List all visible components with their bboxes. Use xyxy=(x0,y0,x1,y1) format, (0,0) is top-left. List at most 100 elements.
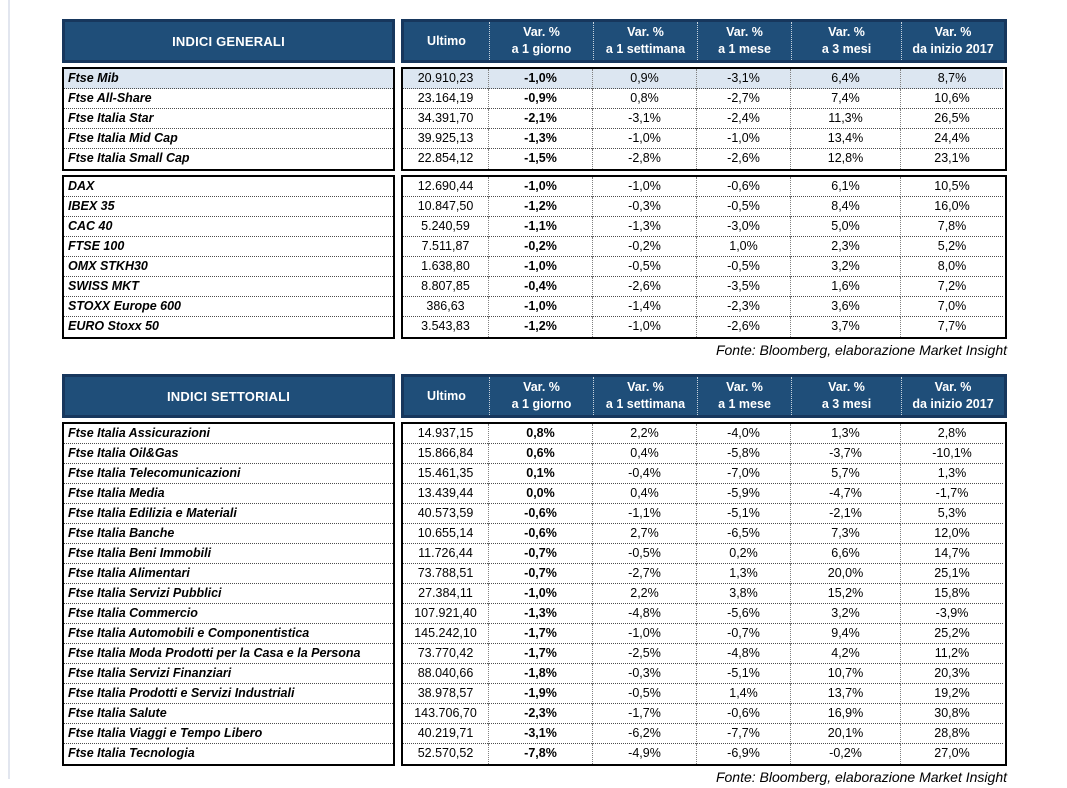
cell-d1: -1,1% xyxy=(488,217,592,237)
row-label: Ftse Mib xyxy=(64,69,393,89)
cell-ultimo: 386,63 xyxy=(403,297,488,317)
row-label: Ftse Italia Edilizia e Materiali xyxy=(64,504,393,524)
cell-ultimo: 13.439,44 xyxy=(403,484,488,504)
cell-ultimo: 40.219,71 xyxy=(403,724,488,744)
cell-ytd: 25,1% xyxy=(900,564,1003,584)
cell-w1: 2,2% xyxy=(592,584,696,604)
cell-ytd: 7,2% xyxy=(900,277,1003,297)
cell-d1: -1,0% xyxy=(488,297,592,317)
cell-w1: -6,2% xyxy=(592,724,696,744)
cell-m1: -3,1% xyxy=(696,69,790,89)
cell-ultimo: 7.511,87 xyxy=(403,237,488,257)
cell-m1: -2,6% xyxy=(696,149,790,169)
table1-column-headers: Ultimo Var. % a 1 giorno Var. % a 1 settiman… xyxy=(401,19,1007,63)
cell-m3: 5,0% xyxy=(790,217,900,237)
cell-ultimo: 23.164,19 xyxy=(403,89,488,109)
cell-d1: -1,2% xyxy=(488,197,592,217)
cell-ytd: 1,3% xyxy=(900,464,1003,484)
cell-w1: -2,8% xyxy=(592,149,696,169)
cell-ultimo: 73.788,51 xyxy=(403,564,488,584)
row-label: Ftse Italia Moda Prodotti per la Casa e … xyxy=(64,644,393,664)
cell-m1: 1,0% xyxy=(696,237,790,257)
cell-d1: -1,5% xyxy=(488,149,592,169)
cell-m1: 0,2% xyxy=(696,544,790,564)
cell-m1: -3,5% xyxy=(696,277,790,297)
cell-ytd: 20,3% xyxy=(900,664,1003,684)
cell-m3: 3,7% xyxy=(790,317,900,337)
cell-ytd: 11,2% xyxy=(900,644,1003,664)
column-header-var-inizio-2017: Var. % da inizio 2017 xyxy=(901,22,1004,60)
cell-d1: -0,6% xyxy=(488,524,592,544)
cell-ytd: 23,1% xyxy=(900,149,1003,169)
cell-m3: 3,2% xyxy=(790,604,900,624)
row-label: Ftse All-Share xyxy=(64,89,393,109)
row-label: EURO Stoxx 50 xyxy=(68,319,160,333)
cell-m3: 15,2% xyxy=(790,584,900,604)
cell-m3: 5,7% xyxy=(790,464,900,484)
cell-m1: -5,9% xyxy=(696,484,790,504)
cell-d1: 0,1% xyxy=(488,464,592,484)
cell-m3: 7,3% xyxy=(790,524,900,544)
cell-w1: -0,5% xyxy=(592,257,696,277)
cell-m3: 11,3% xyxy=(790,109,900,129)
cell-m3: 13,4% xyxy=(790,129,900,149)
row-label: IBEX 35 xyxy=(64,197,393,217)
cell-m1: -4,8% xyxy=(696,644,790,664)
table1-block2-values: 12.690,44 -1,0% -1,0% -0,6% 6,1% 10,5% 10.847,… xyxy=(401,175,1007,339)
cell-m1: 3,8% xyxy=(696,584,790,604)
cell-w1: -0,3% xyxy=(592,664,696,684)
column-header-var-inizio-2017: Var. % da inizio 2017 xyxy=(901,377,1004,415)
cell-d1: -7,8% xyxy=(488,744,592,764)
cell-w1: -1,1% xyxy=(592,504,696,524)
cell-m1: -6,5% xyxy=(696,524,790,544)
cell-m1: -5,1% xyxy=(696,664,790,684)
cell-ytd: 26,5% xyxy=(900,109,1003,129)
cell-ultimo: 8.807,85 xyxy=(403,277,488,297)
cell-d1: -0,2% xyxy=(488,237,592,257)
cell-m1: 1,4% xyxy=(696,684,790,704)
cell-ultimo: 34.391,70 xyxy=(403,109,488,129)
cell-ultimo: 38.978,57 xyxy=(403,684,488,704)
cell-d1: -1,7% xyxy=(488,644,592,664)
cell-m1: -0,7% xyxy=(696,624,790,644)
table2-header: INDICI SETTORIALI Ultimo Var. % a 1 giorno… xyxy=(62,374,1007,418)
row-label: Ftse Italia Assicurazioni xyxy=(64,424,393,444)
cell-ytd: 5,3% xyxy=(900,504,1003,524)
table1-header: INDICI GENERALI Ultimo Var. % a 1 giorno Va… xyxy=(62,19,1007,63)
cell-d1: -1,0% xyxy=(488,584,592,604)
row-label: Ftse Italia Small Cap xyxy=(68,151,190,165)
cell-m1: -7,7% xyxy=(696,724,790,744)
cell-w1: -1,7% xyxy=(592,704,696,724)
table1-title: INDICI GENERALI xyxy=(62,19,395,63)
row-label: Ftse Italia Tecnologia xyxy=(68,746,195,760)
row-label: Ftse Italia Prodotti e Servizi Industria… xyxy=(64,684,393,704)
cell-ultimo: 15.866,84 xyxy=(403,444,488,464)
row-label: Ftse Italia Servizi Finanziari xyxy=(64,664,393,684)
cell-m1: -0,5% xyxy=(696,197,790,217)
cell-ytd: 10,6% xyxy=(900,89,1003,109)
cell-w1: -4,8% xyxy=(592,604,696,624)
cell-w1: -1,0% xyxy=(592,129,696,149)
cell-ytd: -3,9% xyxy=(900,604,1003,624)
row-label: Ftse Italia Star xyxy=(64,109,393,129)
cell-w1: 0,4% xyxy=(592,444,696,464)
cell-ytd: 8,0% xyxy=(900,257,1003,277)
cell-m1: -1,0% xyxy=(696,129,790,149)
column-header-var-3-mesi: Var. % a 3 mesi xyxy=(791,377,901,415)
cell-ultimo: 3.543,83 xyxy=(421,319,470,333)
row-label: Ftse Italia Servizi Pubblici xyxy=(64,584,393,604)
cell-d1: -1,0% xyxy=(488,69,592,89)
cell-d1: 0,0% xyxy=(488,484,592,504)
cell-w1: -1,0% xyxy=(592,177,696,197)
cell-ultimo: 12.690,44 xyxy=(403,177,488,197)
cell-w1: -1,3% xyxy=(592,217,696,237)
cell-ytd: 7,8% xyxy=(900,217,1003,237)
page-edge-line xyxy=(8,0,10,779)
cell-w1: -0,2% xyxy=(592,237,696,257)
cell-m3: 1,6% xyxy=(790,277,900,297)
row-label: Ftse Italia Oil&Gas xyxy=(64,444,393,464)
cell-w1: 2,7% xyxy=(592,524,696,544)
cell-m3: 6,6% xyxy=(790,544,900,564)
cell-m3: 1,3% xyxy=(790,424,900,444)
cell-ytd: 16,0% xyxy=(900,197,1003,217)
